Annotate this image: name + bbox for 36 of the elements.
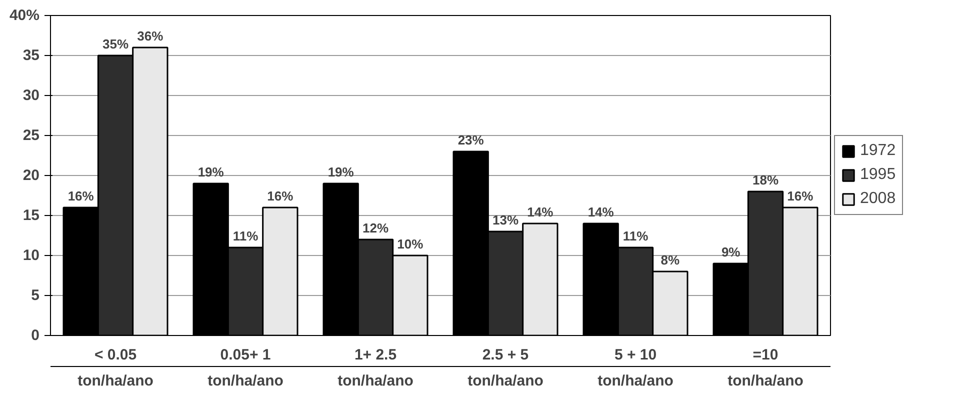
data-label: 16% <box>267 188 294 204</box>
data-label: 11% <box>232 228 259 244</box>
data-label: 11% <box>622 228 649 244</box>
y-tick-label: 20 <box>22 167 40 184</box>
legend-label: 2008 <box>860 190 896 208</box>
y-tick-label: 35 <box>22 47 40 64</box>
data-label: 19% <box>328 164 354 180</box>
data-label: 16% <box>68 188 94 204</box>
y-tick-label: 0 <box>31 327 40 344</box>
category-label: 2.5 + 5 ton/ha/ano <box>468 346 544 390</box>
category-label: 0.05+ 1 ton/ha/ano <box>208 346 284 390</box>
data-label: 14% <box>588 204 614 220</box>
data-label: 16% <box>787 188 814 204</box>
legend-label: 1972 <box>860 142 896 160</box>
legend-label: 1995 <box>860 166 896 184</box>
data-label: 9% <box>721 244 741 260</box>
y-tick-label: 15 <box>22 207 40 224</box>
y-tick-label: 10 <box>22 247 40 264</box>
data-label: 8% <box>660 252 680 268</box>
data-label: 14% <box>527 204 554 220</box>
y-tick-label: 40% <box>9 7 40 24</box>
data-label: 12% <box>362 220 389 236</box>
data-label: 13% <box>492 212 519 228</box>
data-label: 18% <box>752 172 779 188</box>
category-label: =10 ton/ha/ano <box>728 346 804 390</box>
category-label: < 0.05 ton/ha/ano <box>78 346 154 390</box>
data-label: 35% <box>102 36 129 52</box>
category-label: 1+ 2.5 ton/ha/ano <box>338 346 414 390</box>
y-tick-label: 30 <box>22 87 40 104</box>
data-label: 19% <box>198 164 224 180</box>
data-label: 10% <box>397 236 424 252</box>
y-tick-label: 25 <box>22 127 40 144</box>
y-tick-label: 5 <box>31 287 40 304</box>
data-label: 36% <box>137 28 164 44</box>
category-label: 5 + 10 ton/ha/ano <box>598 346 674 390</box>
data-label: 23% <box>458 132 484 148</box>
